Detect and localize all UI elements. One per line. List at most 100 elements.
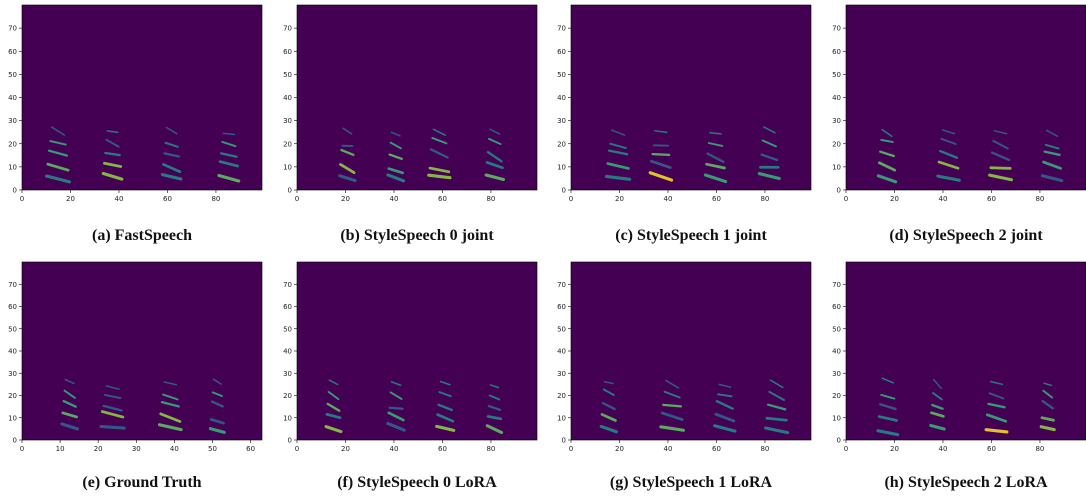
streak bbox=[876, 174, 898, 184]
streak bbox=[993, 130, 1008, 135]
x-tick-label: 80 bbox=[760, 195, 769, 203]
streak bbox=[386, 173, 406, 183]
y-tick-label: 0 bbox=[288, 437, 292, 445]
streak bbox=[339, 163, 356, 175]
spectrogram-bg bbox=[22, 262, 262, 440]
streak bbox=[654, 130, 668, 134]
x-tick-label: 20 bbox=[341, 445, 350, 453]
streak bbox=[486, 150, 503, 163]
y-tick-label: 10 bbox=[283, 163, 292, 171]
caption: (b) StyleSpeech 0 joint bbox=[340, 227, 494, 244]
streak bbox=[879, 150, 895, 158]
streak bbox=[992, 139, 1009, 150]
y-tick-label: 60 bbox=[8, 303, 17, 311]
x-tick-label: 20 bbox=[94, 445, 103, 453]
spectrogram bbox=[44, 126, 241, 184]
y-tick-label: 20 bbox=[8, 392, 17, 400]
streak bbox=[162, 393, 179, 401]
y-tick-label: 20 bbox=[8, 140, 17, 148]
y-tick-label: 50 bbox=[283, 71, 292, 79]
streak bbox=[222, 132, 236, 136]
streak bbox=[600, 413, 617, 422]
streak bbox=[160, 173, 183, 181]
streak bbox=[989, 380, 1004, 386]
streak bbox=[165, 126, 178, 135]
x-tick-label: 80 bbox=[1035, 195, 1044, 203]
x-tick-label: 20 bbox=[615, 195, 624, 203]
x-tick-label: 0 bbox=[20, 445, 24, 453]
streak bbox=[709, 131, 722, 135]
streak bbox=[388, 153, 403, 160]
streak bbox=[929, 423, 946, 431]
x-tick-label: 60 bbox=[987, 195, 996, 203]
streak bbox=[881, 128, 893, 138]
streak bbox=[876, 429, 900, 437]
streak bbox=[714, 412, 736, 423]
streak bbox=[1041, 399, 1054, 410]
y-tick-label: 0 bbox=[13, 187, 17, 195]
streak bbox=[47, 149, 69, 157]
caption: (d) StyleSpeech 2 joint bbox=[889, 227, 1043, 244]
y-tick-label: 70 bbox=[283, 281, 292, 289]
caption: (c) StyleSpeech 1 joint bbox=[615, 227, 767, 244]
streak bbox=[63, 389, 76, 399]
y-tick-label: 0 bbox=[562, 187, 566, 195]
streak bbox=[387, 411, 405, 422]
x-tick-label: 0 bbox=[20, 195, 24, 203]
y-tick-label: 10 bbox=[8, 414, 17, 422]
y-tick-label: 20 bbox=[283, 392, 292, 400]
streak bbox=[431, 136, 448, 145]
streak bbox=[61, 411, 78, 419]
caption: (g) StyleSpeech 1 LoRA bbox=[610, 474, 773, 491]
streak bbox=[707, 142, 724, 147]
y-tick-label: 50 bbox=[8, 325, 17, 333]
y-tick-label: 10 bbox=[557, 163, 566, 171]
caption: (h) StyleSpeech 2 LoRA bbox=[884, 474, 1048, 491]
streak bbox=[937, 160, 960, 170]
streak bbox=[104, 151, 121, 157]
x-tick-label: 60 bbox=[712, 195, 721, 203]
streak bbox=[160, 400, 180, 408]
y-tick-label: 70 bbox=[283, 25, 292, 33]
streak bbox=[1042, 160, 1063, 170]
streak bbox=[1044, 143, 1060, 150]
streak bbox=[432, 128, 447, 136]
streak bbox=[1045, 129, 1059, 138]
streak bbox=[602, 388, 615, 397]
x-tick-label: 20 bbox=[66, 195, 75, 203]
x-tick-label: 60 bbox=[246, 445, 255, 453]
streak bbox=[157, 423, 183, 432]
streak bbox=[1042, 389, 1054, 399]
x-tick-label: 80 bbox=[486, 195, 495, 203]
x-tick-label: 20 bbox=[890, 195, 899, 203]
streak bbox=[218, 160, 239, 168]
y-tick-label: 0 bbox=[562, 437, 566, 445]
x-tick-label: 20 bbox=[615, 445, 624, 453]
y-tick-label: 10 bbox=[832, 163, 841, 171]
streak bbox=[660, 411, 684, 421]
y-tick-label: 20 bbox=[832, 140, 841, 148]
streak bbox=[489, 384, 500, 389]
streak bbox=[763, 126, 776, 134]
spectrogram bbox=[876, 377, 1056, 437]
y-tick-label: 60 bbox=[557, 48, 566, 56]
streak bbox=[987, 402, 1006, 409]
spectrogram-bg bbox=[846, 5, 1086, 190]
x-tick-label: 0 bbox=[569, 445, 573, 453]
streak bbox=[338, 174, 357, 183]
y-tick-label: 70 bbox=[832, 281, 841, 289]
x-tick-label: 0 bbox=[844, 195, 848, 203]
streak bbox=[607, 149, 629, 156]
y-tick-label: 60 bbox=[832, 48, 841, 56]
x-tick-label: 40 bbox=[939, 195, 948, 203]
streak bbox=[103, 394, 122, 400]
streak bbox=[208, 427, 226, 434]
x-tick-label: 50 bbox=[208, 445, 217, 453]
spectrogram-bg bbox=[571, 262, 811, 440]
streak bbox=[877, 415, 898, 422]
streak bbox=[209, 418, 225, 425]
y-tick-label: 70 bbox=[557, 281, 566, 289]
streak bbox=[603, 380, 614, 385]
streak bbox=[881, 377, 895, 384]
